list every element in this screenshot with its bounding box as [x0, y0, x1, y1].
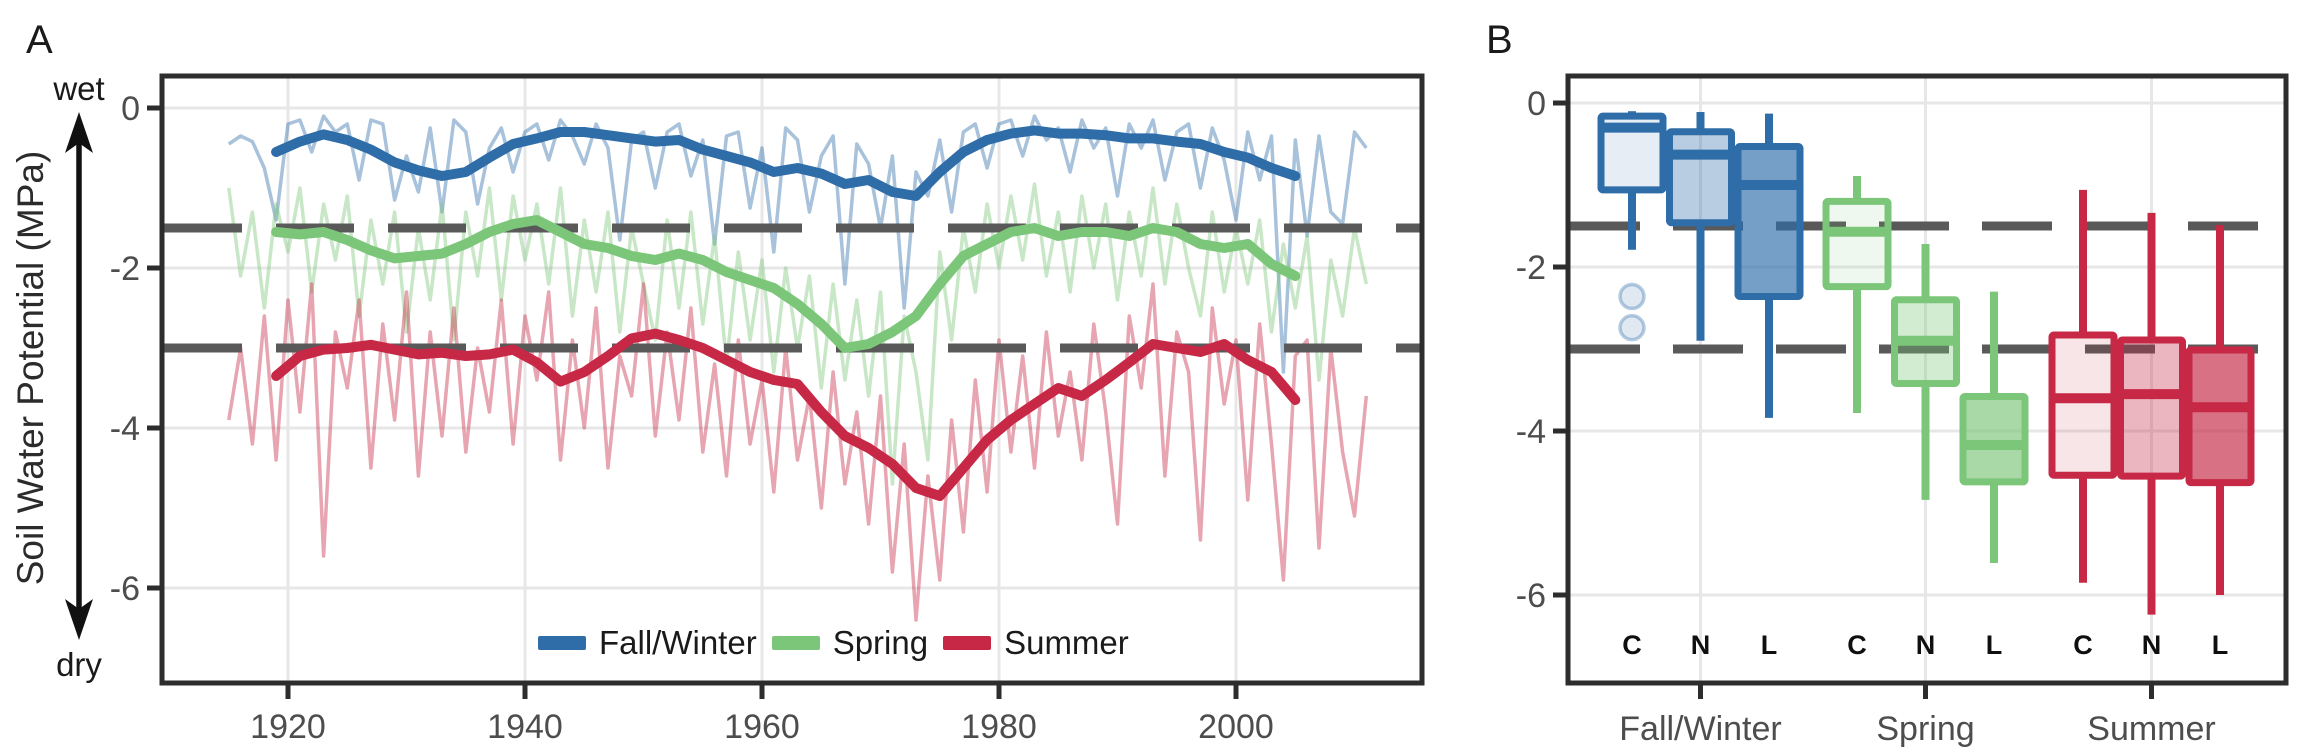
- box-fall-winter-N: [1666, 128, 1735, 227]
- box-fall-winter-L: [1734, 142, 1804, 301]
- legend: Fall/Winter Spring Summer: [538, 624, 1129, 662]
- treatment-label-fall-winter-L: L: [1761, 630, 1778, 660]
- treatment-label-fall-winter-C: C: [1622, 630, 1642, 660]
- smooth-line-summer: [271, 328, 1301, 501]
- box-fall-winter-C: [1597, 112, 1667, 194]
- box-spring-C: [1822, 197, 1892, 291]
- group-label-summer: Summer: [2087, 710, 2215, 748]
- legend-item-spring: Spring: [771, 624, 929, 662]
- y-tick-label-b--6: -6: [1516, 577, 1546, 615]
- y-axis-dry-label: dry: [56, 646, 102, 683]
- panel-b-label: B: [1486, 18, 1513, 62]
- group-label-fall-winter: Fall/Winter: [1619, 710, 1781, 748]
- outlier-fall-winter-C-2: [1618, 313, 1646, 342]
- x-tick-label-1920: 1920: [250, 708, 326, 746]
- smooth-line-spring: [271, 215, 1301, 353]
- panel-b-border: [1565, 73, 2289, 686]
- panel-a-border: [159, 73, 1425, 686]
- legend-item-fall-winter: Fall/Winter: [538, 624, 757, 662]
- treatment-label-summer-C: C: [2073, 630, 2093, 660]
- y-tick-label-a--4: -4: [110, 410, 140, 448]
- box-summer-C: [2048, 331, 2118, 479]
- treatment-label-spring-N: N: [1916, 630, 1936, 660]
- legend-item-summer: Summer: [943, 624, 1129, 662]
- wet-dry-arrow-icon: [65, 112, 93, 640]
- box-summer-L: [2185, 346, 2255, 487]
- legend-swatch-fall-winter: [538, 636, 586, 650]
- panel-a-plot: 0 -2 -4 -6 1920 1940 1960 1980 2000: [110, 73, 1425, 746]
- legend-label-summer: Summer: [1004, 624, 1129, 661]
- annual-line-fall-winter: [227, 114, 1368, 374]
- treatment-label-spring-L: L: [1986, 630, 2003, 660]
- legend-label-fall-winter: Fall/Winter: [599, 624, 757, 661]
- treatment-label-spring-C: C: [1847, 630, 1867, 660]
- x-tick-label-1980: 1980: [961, 708, 1037, 746]
- x-tick-label-1940: 1940: [487, 708, 563, 746]
- x-tick-label-1960: 1960: [724, 708, 800, 746]
- y-tick-label-a--6: -6: [110, 570, 140, 608]
- legend-label-spring: Spring: [832, 624, 929, 661]
- panel-a-label: A: [26, 18, 53, 62]
- annual-line-summer: [227, 282, 1369, 622]
- treatment-label-summer-N: N: [2142, 630, 2162, 660]
- panel-b-plot: C N L Fall/Winter C N L Spring C N L Summer 0 -2 -4 -6: [1516, 73, 2289, 748]
- box-summer-N: [2117, 336, 2186, 480]
- y-tick-label-a--2: -2: [110, 250, 140, 288]
- treatment-label-fall-winter-N: N: [1691, 630, 1711, 660]
- y-tick-label-b--2: -2: [1516, 249, 1546, 287]
- legend-swatch-spring: [771, 636, 820, 650]
- y-tick-label-b-0: 0: [1527, 85, 1546, 123]
- box-spring-L: [1959, 393, 2029, 486]
- smooth-line-fall-winter: [271, 125, 1301, 201]
- y-axis-wet-label: wet: [53, 70, 105, 107]
- group-label-spring: Spring: [1876, 710, 1974, 748]
- outlier-fall-winter-C-1: [1618, 282, 1646, 311]
- y-tick-label-a-0: 0: [121, 90, 140, 128]
- y-tick-label-b--4: -4: [1516, 413, 1546, 451]
- legend-swatch-summer: [943, 636, 992, 650]
- x-tick-label-2000: 2000: [1198, 708, 1274, 746]
- treatment-label-summer-L: L: [2212, 630, 2229, 660]
